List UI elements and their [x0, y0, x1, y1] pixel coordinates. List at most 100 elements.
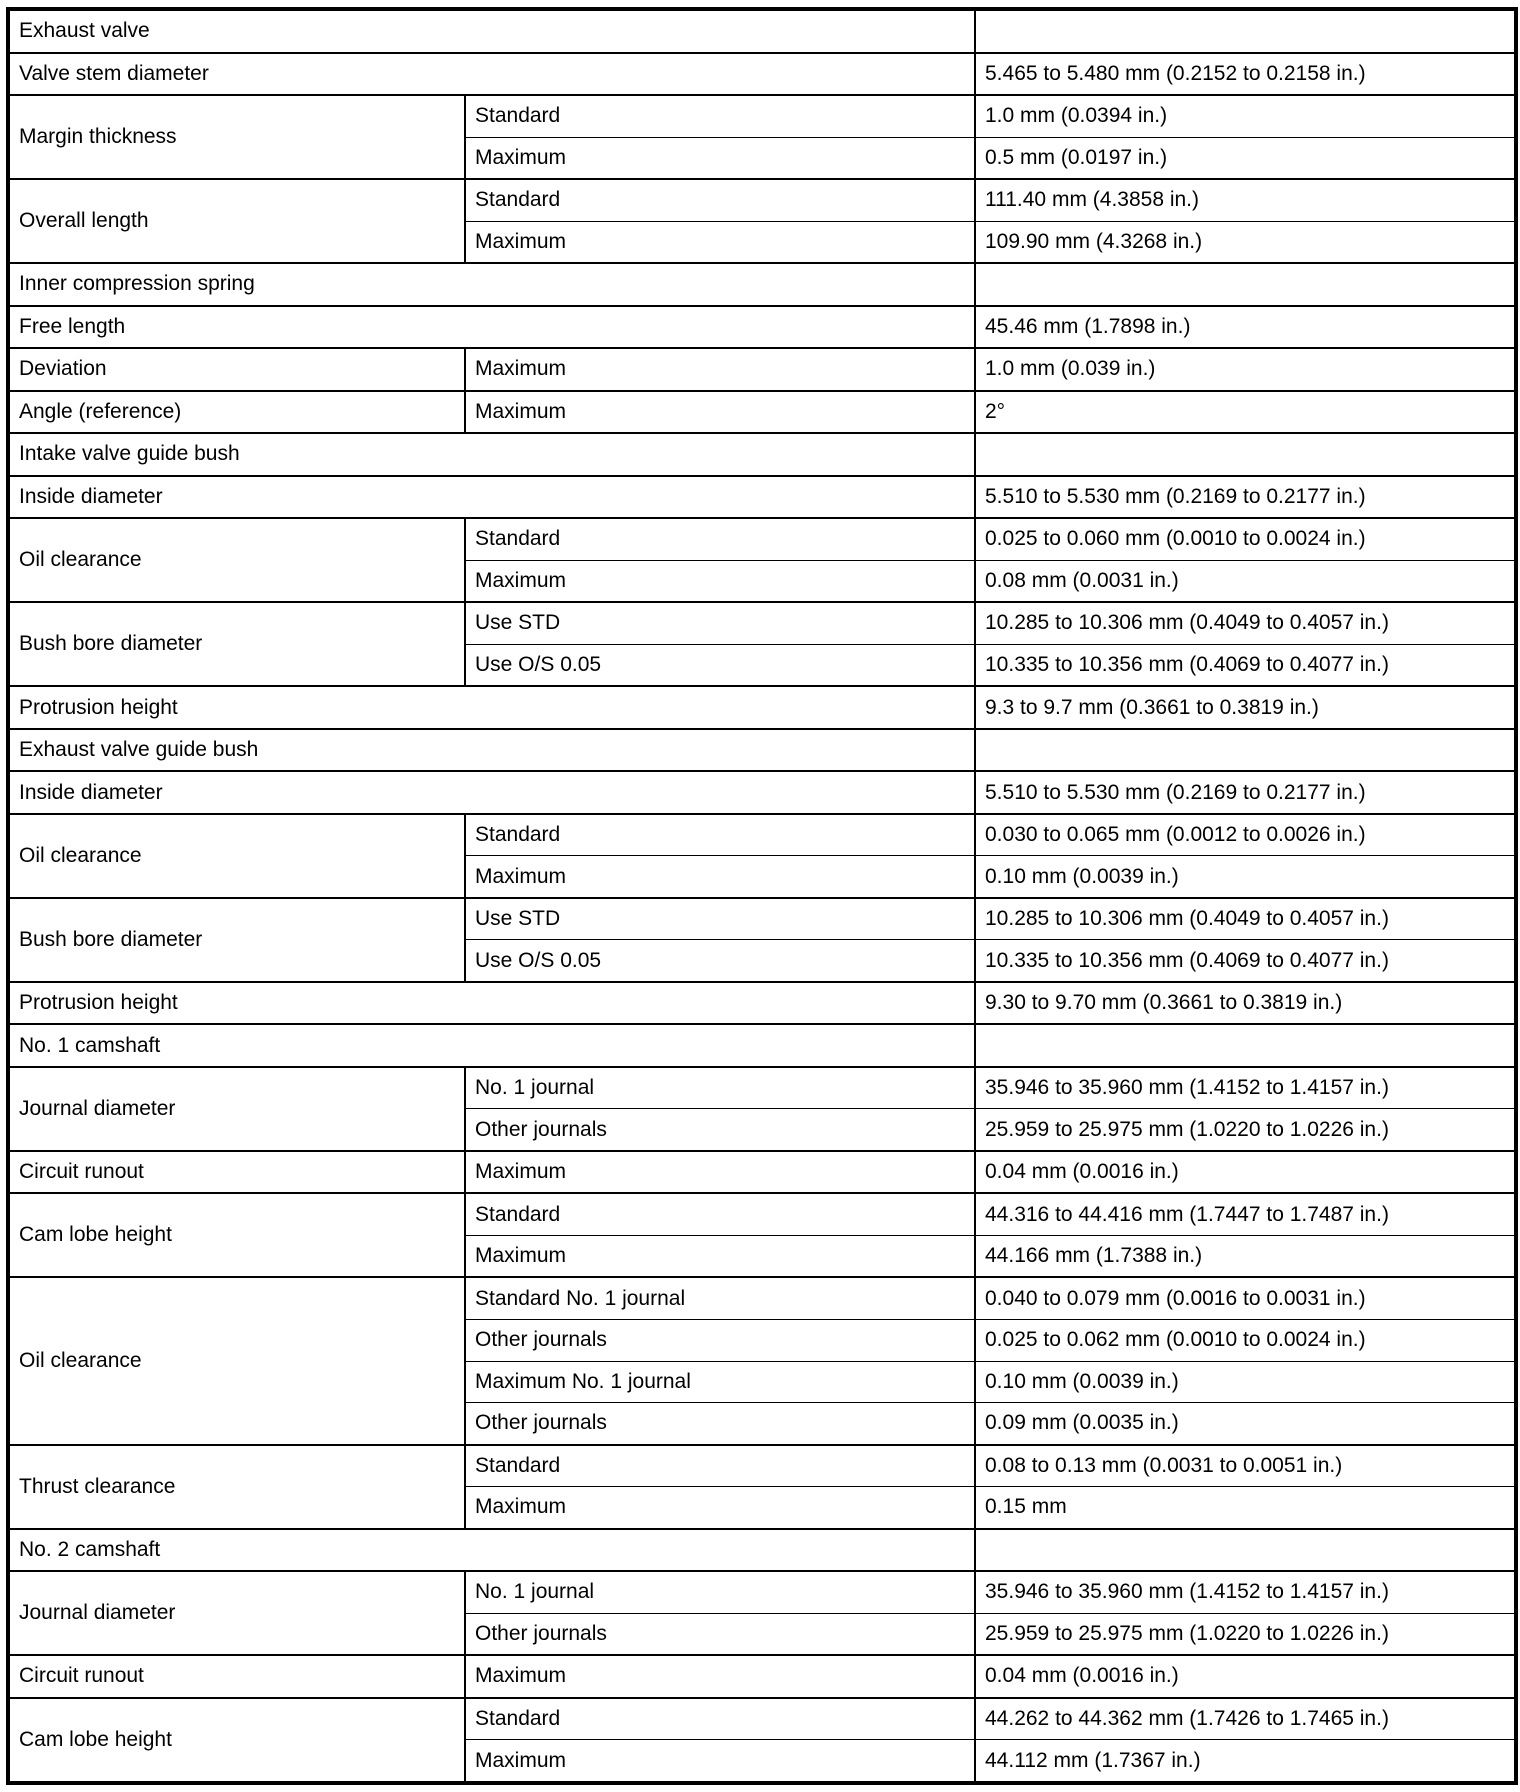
spec-value-cell: 35.946 to 35.960 mm (1.4152 to 1.4157 in… [974, 1570, 1517, 1614]
spec-value-cell: 9.30 to 9.70 mm (0.3661 to 0.3819 in.) [974, 980, 1517, 1025]
section-header-cell: Exhaust valve guide bush [7, 727, 976, 772]
spec-value-cell: 44.112 mm (1.7367 in.) [974, 1739, 1517, 1784]
spec-name-cell: Overall length [7, 178, 466, 264]
table-row: Maximum 0.08 mm (0.0031 in.) [8, 559, 1517, 603]
spec-condition-cell: Other journals [464, 1401, 976, 1446]
table-row: Maximum 109.90 mm (4.3268 in.) [8, 220, 1517, 264]
table-row: Deviation Maximum 1.0 mm (0.039 in.) [7, 347, 1517, 392]
table-row: Valve stem diameter 5.465 to 5.480 mm (0… [7, 51, 1517, 96]
spec-condition-cell: Standard [464, 812, 976, 857]
table-row: Thrust clearance Standard 0.08 to 0.13 m… [7, 1443, 1517, 1530]
section-header-cell: No. 1 camshaft [7, 1023, 976, 1068]
engine-specifications-table: Exhaust valve Valve stem diameter 5.465 … [6, 7, 1518, 1785]
empty-value-cell [974, 262, 1517, 307]
spec-value-cell: 0.10 mm (0.0039 in.) [974, 855, 1517, 899]
table-row: Circuit runout Maximum 0.04 mm (0.0016 i… [7, 1149, 1517, 1194]
table-row: Intake valve guide bush [7, 432, 1517, 477]
spec-condition-cell: Standard [464, 1192, 976, 1236]
spec-name-cell: Inside diameter [7, 770, 976, 815]
spec-condition-cell: Standard [464, 178, 976, 222]
empty-value-cell [974, 727, 1517, 772]
spec-condition-cell: Standard [464, 94, 976, 138]
spec-condition-cell: Use O/S 0.05 [464, 643, 976, 687]
spec-value-cell: 0.08 to 0.13 mm (0.0031 to 0.0051 in.) [974, 1443, 1517, 1488]
spec-name-cell: Cam lobe height [7, 1696, 466, 1784]
table-row: Maximum 44.112 mm (1.7367 in.) [8, 1739, 1517, 1784]
table-row: Maximum No. 1 journal 0.10 mm (0.0039 in… [8, 1360, 1517, 1403]
spec-value-cell: 1.0 mm (0.0394 in.) [974, 94, 1517, 138]
spec-condition-cell: Maximum [464, 1234, 976, 1278]
spec-condition-cell: Maximum [464, 559, 976, 603]
spec-condition-cell: Maximum [464, 347, 976, 392]
spec-name-cell: Inside diameter [7, 474, 976, 519]
table-row: Oil clearance Standard No. 1 journal 0.0… [7, 1276, 1517, 1446]
section-header-cell: Inner compression spring [7, 262, 976, 307]
spec-value-cell: 111.40 mm (4.3858 in.) [974, 178, 1517, 222]
table-row: Oil clearance Standard 0.025 to 0.060 mm… [7, 517, 1517, 603]
table-row: Circuit runout Maximum 0.04 mm (0.0016 i… [7, 1654, 1517, 1699]
spec-name-cell: Cam lobe height [7, 1192, 466, 1278]
spec-condition-cell: Maximum No. 1 journal [464, 1360, 976, 1403]
spec-value-cell: 10.335 to 10.356 mm (0.4069 to 0.4077 in… [974, 939, 1517, 983]
spec-condition-cell: Maximum [464, 1654, 976, 1699]
table-row: Inside diameter 5.510 to 5.530 mm (0.216… [7, 474, 1517, 519]
empty-value-cell [974, 8, 1517, 54]
spec-value-cell: 0.04 mm (0.0016 in.) [974, 1149, 1517, 1194]
spec-name-cell: Protrusion height [7, 685, 976, 730]
table-row: Other journals 0.09 mm (0.0035 in.) [8, 1401, 1517, 1446]
table-row: Maximum 0.5 mm (0.0197 in.) [8, 136, 1517, 180]
spec-value-cell: 44.316 to 44.416 mm (1.7447 to 1.7487 in… [974, 1192, 1517, 1236]
spec-condition-cell: Standard [464, 1696, 976, 1741]
spec-value-cell: 5.465 to 5.480 mm (0.2152 to 0.2158 in.) [974, 51, 1517, 96]
table-row: Bush bore diameter Use STD 10.285 to 10.… [7, 896, 1517, 983]
table-row: Other journals 25.959 to 25.975 mm (1.02… [8, 1612, 1517, 1656]
spec-condition-cell: Use O/S 0.05 [464, 939, 976, 983]
spec-condition-cell: Other journals [464, 1108, 976, 1152]
table-row: Other journals 25.959 to 25.975 mm (1.02… [8, 1108, 1517, 1152]
spec-value-cell: 0.04 mm (0.0016 in.) [974, 1654, 1517, 1699]
spec-name-cell: Margin thickness [7, 94, 466, 180]
empty-value-cell [974, 432, 1517, 477]
spec-condition-cell: No. 1 journal [464, 1065, 976, 1110]
spec-value-cell: 109.90 mm (4.3268 in.) [974, 220, 1517, 264]
spec-name-cell: Thrust clearance [7, 1443, 466, 1530]
spec-value-cell: 0.025 to 0.062 mm (0.0010 to 0.0024 in.) [974, 1319, 1517, 1362]
spec-condition-cell: Maximum [464, 1739, 976, 1784]
table-row: Other journals 0.025 to 0.062 mm (0.0010… [8, 1319, 1517, 1362]
table-row: Maximum 0.15 mm [8, 1486, 1517, 1530]
spec-name-cell: Deviation [7, 347, 466, 392]
spec-condition-cell: Maximum [464, 855, 976, 899]
spec-value-cell: 45.46 mm (1.7898 in.) [974, 304, 1517, 349]
spec-value-cell: 9.3 to 9.7 mm (0.3661 to 0.3819 in.) [974, 685, 1517, 730]
spec-condition-cell: Maximum [464, 389, 976, 434]
spec-name-cell: Protrusion height [7, 980, 976, 1025]
spec-value-cell: 0.025 to 0.060 mm (0.0010 to 0.0024 in.) [974, 517, 1517, 561]
spec-value-cell: 0.10 mm (0.0039 in.) [974, 1360, 1517, 1403]
spec-condition-cell: Maximum [464, 220, 976, 264]
table-row: Angle (reference) Maximum 2° [7, 389, 1517, 434]
section-header-cell: No. 2 camshaft [7, 1527, 976, 1572]
spec-value-cell: 10.285 to 10.306 mm (0.4049 to 0.4057 in… [974, 601, 1517, 645]
section-header-cell: Intake valve guide bush [7, 432, 976, 477]
spec-value-cell: 35.946 to 35.960 mm (1.4152 to 1.4157 in… [974, 1065, 1517, 1110]
spec-name-cell: Journal diameter [7, 1065, 466, 1152]
table-row: Margin thickness Standard 1.0 mm (0.0394… [7, 94, 1517, 180]
spec-name-cell: Bush bore diameter [7, 896, 466, 983]
spec-value-cell: 0.08 mm (0.0031 in.) [974, 559, 1517, 603]
spec-value-cell: 0.5 mm (0.0197 in.) [974, 136, 1517, 180]
table-row: Maximum 0.10 mm (0.0039 in.) [8, 855, 1517, 899]
table-row: Exhaust valve guide bush [7, 727, 1517, 772]
table-row: Exhaust valve [7, 8, 1517, 54]
spec-name-cell: Angle (reference) [7, 389, 466, 434]
spec-condition-cell: Standard [464, 1443, 976, 1488]
table-row: Journal diameter No. 1 journal 35.946 to… [7, 1065, 1517, 1152]
spec-value-cell: 25.959 to 25.975 mm (1.0220 to 1.0226 in… [974, 1108, 1517, 1152]
spec-value-cell: 44.166 mm (1.7388 in.) [974, 1234, 1517, 1278]
spec-condition-cell: Maximum [464, 1486, 976, 1530]
spec-name-cell: Oil clearance [7, 1276, 466, 1446]
spec-value-cell: 2° [974, 389, 1517, 434]
spec-condition-cell: No. 1 journal [464, 1570, 976, 1614]
section-header-cell: Exhaust valve [7, 8, 976, 54]
table-row: Free length 45.46 mm (1.7898 in.) [7, 304, 1517, 349]
spec-name-cell: Circuit runout [7, 1149, 466, 1194]
